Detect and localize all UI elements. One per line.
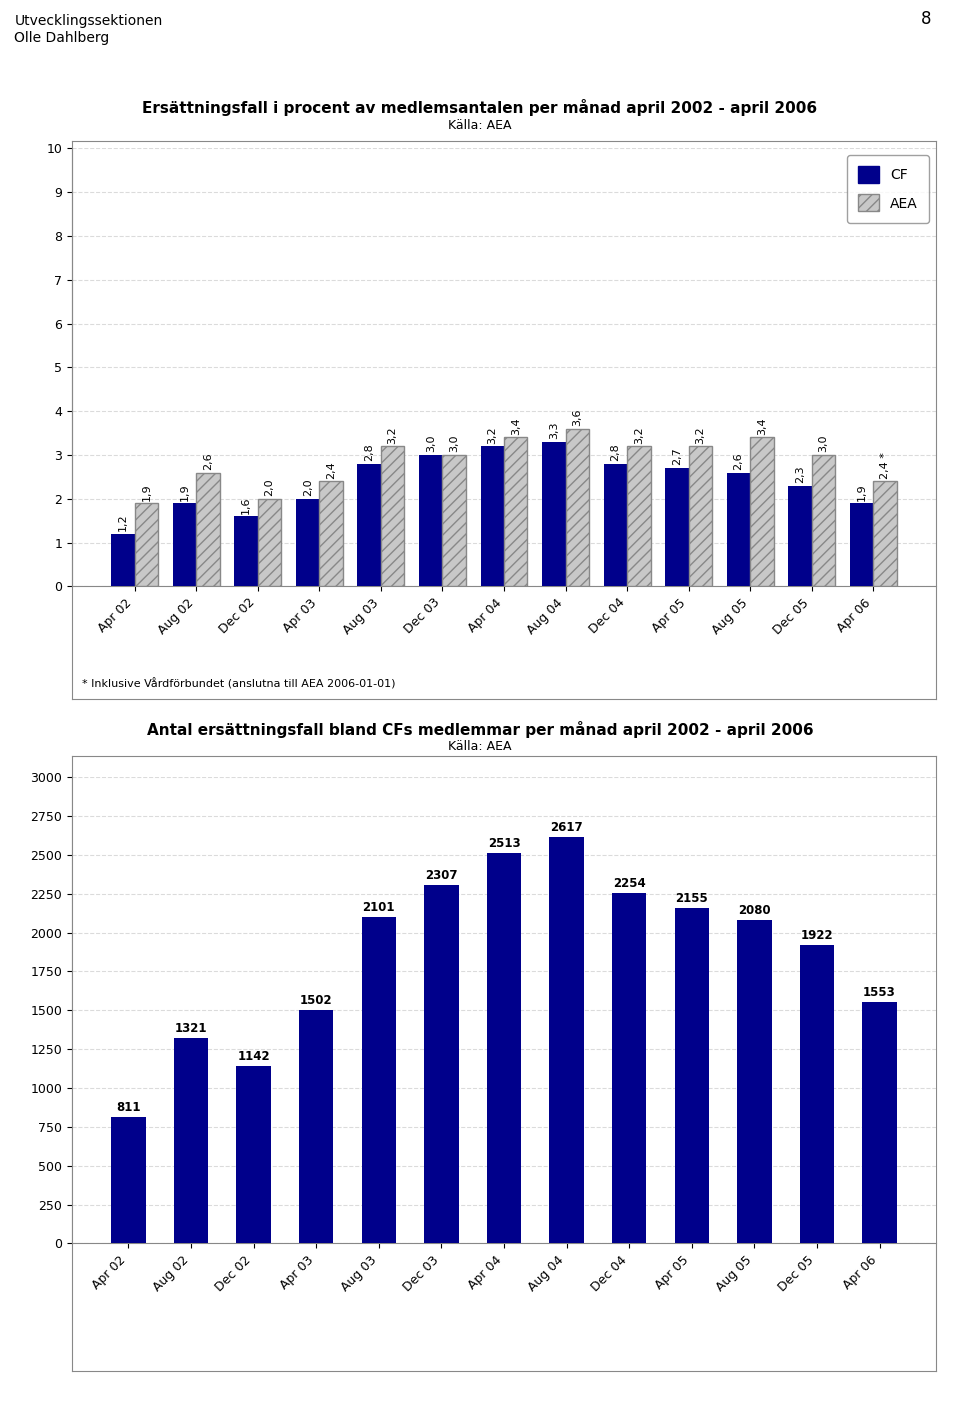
Bar xyxy=(688,447,712,586)
Text: 2,8: 2,8 xyxy=(611,444,620,461)
Text: 2,0: 2,0 xyxy=(302,479,313,496)
Bar xyxy=(542,442,565,586)
Bar xyxy=(800,945,834,1243)
Text: * Inklusive Vårdförbundet (anslutna till AEA 2006-01-01): * Inklusive Vårdförbundet (anslutna till… xyxy=(82,678,396,690)
Bar xyxy=(258,499,281,586)
Bar xyxy=(737,920,772,1243)
Text: 1321: 1321 xyxy=(175,1022,207,1034)
Text: 2254: 2254 xyxy=(612,877,645,890)
Text: 2,8: 2,8 xyxy=(364,444,374,461)
Text: 3,2: 3,2 xyxy=(695,425,706,444)
Text: 2,7: 2,7 xyxy=(672,448,682,465)
Text: 2101: 2101 xyxy=(363,900,396,914)
Text: 811: 811 xyxy=(116,1101,141,1115)
Bar xyxy=(296,499,320,586)
Bar xyxy=(812,455,835,586)
Bar xyxy=(234,516,258,586)
Bar xyxy=(604,463,627,586)
Text: 1,6: 1,6 xyxy=(241,496,252,514)
Bar xyxy=(504,438,527,586)
Bar xyxy=(612,893,646,1243)
Text: 1,2: 1,2 xyxy=(118,513,128,531)
Text: 1142: 1142 xyxy=(237,1050,270,1063)
Text: 3,2: 3,2 xyxy=(388,425,397,444)
Bar xyxy=(236,1065,271,1243)
Text: 8: 8 xyxy=(921,10,931,28)
Bar xyxy=(357,463,381,586)
Text: 2307: 2307 xyxy=(425,869,458,882)
Bar xyxy=(665,468,688,586)
Bar xyxy=(111,534,134,586)
Text: 3,4: 3,4 xyxy=(511,417,520,435)
Bar xyxy=(565,428,588,586)
Text: 1502: 1502 xyxy=(300,993,332,1007)
Text: 2080: 2080 xyxy=(738,904,771,917)
Bar xyxy=(320,482,343,586)
Text: 2,6: 2,6 xyxy=(203,452,213,471)
Text: 2155: 2155 xyxy=(676,893,708,906)
Text: 3,4: 3,4 xyxy=(756,417,767,435)
Text: 3,6: 3,6 xyxy=(572,408,583,427)
Text: 2,6: 2,6 xyxy=(733,452,744,471)
Text: 1,9: 1,9 xyxy=(141,483,152,500)
Text: Ersättningsfall i procent av medlemsantalen per månad april 2002 - april 2006: Ersättningsfall i procent av medlemsanta… xyxy=(142,99,818,116)
Text: 3,2: 3,2 xyxy=(488,425,497,444)
Text: 1553: 1553 xyxy=(863,986,896,999)
Bar xyxy=(173,503,196,586)
Text: 2,4: 2,4 xyxy=(326,461,336,479)
Text: 2,4 *: 2,4 * xyxy=(880,452,890,479)
Bar xyxy=(487,853,521,1243)
Bar xyxy=(174,1039,208,1243)
Bar xyxy=(196,472,220,586)
Bar xyxy=(420,455,443,586)
Bar xyxy=(850,503,874,586)
Bar xyxy=(862,1002,897,1243)
Text: 2,0: 2,0 xyxy=(264,479,275,496)
Bar xyxy=(111,1118,146,1243)
Bar xyxy=(750,438,774,586)
Text: Utvecklingssektionen: Utvecklingssektionen xyxy=(14,14,162,28)
Bar xyxy=(362,917,396,1243)
Bar xyxy=(675,909,709,1243)
Legend: CF, AEA: CF, AEA xyxy=(847,155,929,222)
Bar xyxy=(481,447,504,586)
Bar xyxy=(788,486,812,586)
Text: Olle Dahlberg: Olle Dahlberg xyxy=(14,31,109,45)
Text: 3,0: 3,0 xyxy=(425,435,436,452)
Bar xyxy=(874,482,897,586)
Bar xyxy=(299,1010,333,1243)
Text: Källa: AEA: Källa: AEA xyxy=(448,119,512,131)
Text: 2,3: 2,3 xyxy=(795,465,805,483)
Bar xyxy=(424,885,459,1243)
Text: 1,9: 1,9 xyxy=(856,483,867,500)
Bar xyxy=(727,472,750,586)
Text: Källa: AEA: Källa: AEA xyxy=(448,740,512,753)
Text: 3,2: 3,2 xyxy=(634,425,644,444)
Text: 2617: 2617 xyxy=(550,821,583,834)
Bar xyxy=(443,455,466,586)
Text: 3,0: 3,0 xyxy=(819,435,828,452)
Bar xyxy=(134,503,158,586)
Bar xyxy=(549,836,584,1243)
Bar xyxy=(381,447,404,586)
Text: Antal ersättningsfall bland CFs medlemmar per månad april 2002 - april 2006: Antal ersättningsfall bland CFs medlemma… xyxy=(147,721,813,738)
Text: 1,9: 1,9 xyxy=(180,483,189,500)
Text: 3,0: 3,0 xyxy=(449,435,459,452)
Text: 3,3: 3,3 xyxy=(549,421,559,439)
Text: 1922: 1922 xyxy=(801,928,833,941)
Bar xyxy=(627,447,651,586)
Text: 2513: 2513 xyxy=(488,836,520,849)
